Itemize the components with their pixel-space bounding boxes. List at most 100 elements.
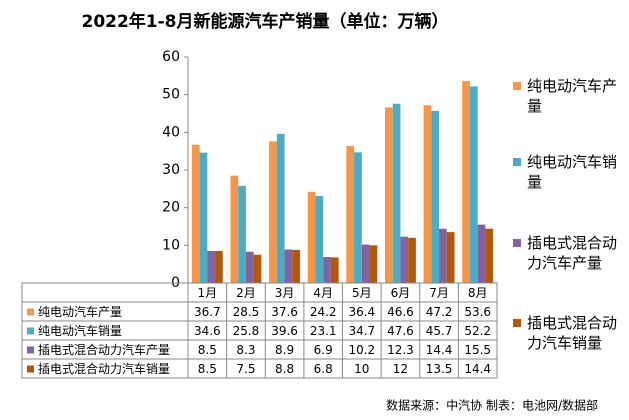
table-value: 10.2: [348, 343, 375, 357]
table-value: 47.6: [387, 324, 414, 338]
bar: [361, 244, 370, 283]
table-value: 34.7: [348, 324, 375, 338]
table-value: 45.7: [426, 324, 453, 338]
table-value: 14.4: [426, 343, 453, 357]
bar: [330, 257, 339, 283]
legend-swatch: [513, 319, 521, 327]
table-swatch: [27, 308, 34, 316]
bar: [392, 103, 401, 283]
bar: [485, 228, 494, 283]
bar: [439, 228, 447, 283]
bar: [238, 185, 246, 283]
table-value: 37.6: [271, 305, 298, 319]
x-tick-label: 5月: [352, 286, 372, 300]
legend-label: 纯电动汽车产量: [527, 77, 618, 115]
y-tick-label: 10: [162, 237, 180, 253]
table-value: 46.6: [387, 305, 414, 319]
bar: [354, 152, 362, 283]
bar: [191, 144, 200, 283]
bar: [199, 152, 208, 283]
bar: [400, 236, 409, 283]
table-value: 36.4: [348, 305, 375, 319]
bar: [215, 250, 223, 283]
table-value: 36.7: [194, 305, 221, 319]
bar: [408, 237, 416, 283]
x-tick-label: 8月: [468, 286, 488, 300]
table-value: 8.3: [236, 343, 255, 357]
legend-swatch: [513, 239, 521, 247]
table-value: 6.8: [314, 362, 333, 376]
bar: [230, 175, 239, 283]
table-value: 24.2: [310, 305, 337, 319]
table-value: 53.6: [464, 305, 491, 319]
legend-entry: 纯电动汽车销量: [513, 152, 627, 192]
bar: [469, 86, 478, 283]
bar: [276, 133, 285, 283]
y-tick-label: 30: [162, 162, 180, 178]
table-value: 25.8: [233, 324, 260, 338]
y-tick-label: 20: [162, 200, 180, 216]
bar: [245, 251, 254, 283]
table-swatch: [27, 327, 34, 335]
table-value: 39.6: [271, 324, 298, 338]
bar: [292, 249, 301, 283]
bar: [253, 254, 262, 283]
table-value: 14.4: [464, 362, 491, 376]
bar: [346, 145, 355, 283]
table-value: 6.9: [314, 343, 333, 357]
table-value: 13.5: [426, 362, 453, 376]
table-row-label: 插电式混合动力汽车产量: [38, 342, 170, 357]
table-value: 23.1: [310, 324, 337, 338]
table-value: 28.5: [233, 305, 260, 319]
table-row-label: 插电式混合动力汽车销量: [38, 361, 170, 376]
bar: [431, 110, 440, 283]
bar: [369, 245, 378, 283]
legend-swatch: [513, 82, 521, 90]
table-swatch: [27, 365, 34, 373]
table-value: 8.5: [198, 362, 217, 376]
x-tick-label: 4月: [313, 286, 333, 300]
table-value: 8.5: [198, 343, 217, 357]
legend-label: 纯电动汽车销量: [527, 153, 618, 191]
chart-title: 2022年1-8月新能源汽车产销量（单位：万辆）: [81, 11, 448, 32]
bar: [269, 141, 277, 283]
footnote: 数据来源：中汽协 制表：电池网/数据部: [386, 398, 598, 413]
bar: [477, 224, 486, 283]
table-row-label: 纯电动汽车产量: [38, 304, 122, 319]
y-tick-label: 50: [162, 87, 180, 103]
legend-entry: 插电式混合动力汽车销量: [513, 313, 627, 353]
legend-label: 插电式混合动力汽车销量: [527, 314, 618, 352]
legend-entry: 纯电动汽车产量: [513, 76, 627, 116]
bar: [323, 257, 331, 283]
table-value: 34.6: [194, 324, 221, 338]
table-value: 12: [393, 362, 408, 376]
y-tick-label: 40: [162, 124, 180, 140]
bar: [307, 191, 316, 283]
bar: [384, 107, 393, 284]
table-value: 12.3: [387, 343, 414, 357]
legend-label: 插电式混合动力汽车产量: [527, 234, 618, 272]
table-value: 47.2: [426, 305, 453, 319]
bar: [315, 195, 324, 283]
bar: [207, 250, 216, 283]
bar: [446, 232, 455, 283]
table-value: 8.9: [275, 343, 294, 357]
bar: [423, 105, 432, 283]
x-tick-label: 6月: [391, 286, 411, 300]
table-value: 10: [354, 362, 369, 376]
x-tick-label: 2月: [236, 286, 256, 300]
table-row-label: 纯电动汽车销量: [38, 323, 122, 338]
table-value: 15.5: [464, 343, 491, 357]
table-value: 8.8: [275, 362, 294, 376]
x-tick-label: 7月: [429, 286, 449, 300]
y-tick-label: 60: [162, 49, 180, 65]
table-swatch: [27, 346, 34, 354]
bar: [284, 249, 293, 283]
legend-entry: 插电式混合动力汽车产量: [513, 233, 627, 273]
bar: [462, 81, 470, 284]
x-tick-label: 1月: [197, 286, 217, 300]
table-value: 7.5: [236, 362, 255, 376]
legend-swatch: [513, 158, 521, 166]
